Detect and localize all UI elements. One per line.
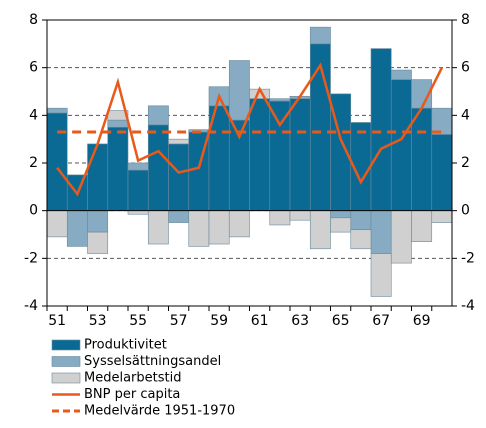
x-tick-label: 65 [332,313,350,329]
bar [127,162,149,171]
y-tick-label: -2 [24,250,38,266]
bar [309,26,331,45]
bar [46,107,68,114]
bar [228,60,250,121]
bar [411,210,433,242]
bar [87,231,109,254]
y-tick-label: 8 [29,12,38,28]
legend-label: Produktivitet [84,338,167,353]
bar [147,124,169,211]
bar [168,138,190,145]
bar [107,126,129,211]
bar [87,143,109,211]
y2-tick-label: -4 [461,298,475,314]
bar [431,210,453,223]
legend-swatch [51,372,81,384]
bar [269,100,291,211]
y2-tick-label: 2 [461,155,470,171]
legend-swatch [51,339,81,351]
bar [46,112,68,211]
bar [127,169,149,211]
x-tick-label: 51 [48,313,66,329]
bar [390,69,412,80]
legend-swatch [51,356,81,367]
bar [208,210,230,245]
bar [147,210,169,245]
bar [249,98,271,211]
bar [66,210,88,247]
bar [370,48,392,211]
bar [370,210,392,254]
bar [127,210,149,215]
legend-label: BNP per capita [84,387,180,402]
bar [330,217,352,233]
x-tick-label: 59 [210,313,228,329]
legend-label: Medelvärde 1951-1970 [84,404,235,419]
y2-tick-label: 0 [461,203,470,219]
line [56,62,443,197]
bar [411,107,433,211]
bar [350,229,372,250]
y2-tick-label: -2 [461,250,475,266]
bar [168,210,190,223]
bar [228,210,250,238]
x-tick-label: 63 [291,313,309,329]
bar [46,210,68,238]
x-tick-label: 69 [413,313,431,329]
bar [431,134,453,211]
bar [289,98,311,211]
x-tick-label: 67 [372,313,390,329]
y-tick-label: 6 [29,60,38,76]
bar [168,143,190,211]
bar [188,210,210,247]
x-tick-label: 55 [129,313,147,329]
bar [390,210,412,264]
x-tick-label: 53 [89,313,107,329]
bar [390,79,412,211]
y2-tick-label: 8 [461,12,470,28]
y-tick-label: -4 [24,298,38,314]
bar [431,107,453,135]
bar [330,210,352,219]
bar [87,210,109,233]
bar [370,253,392,297]
legend-label: Medelarbetstid [84,371,181,386]
bar [107,119,129,128]
x-tick-label: 61 [251,313,269,329]
x-tick-label: 57 [170,313,188,329]
bar [147,105,169,126]
bar [269,98,291,102]
legend-label: Sysselsättningsandel [84,354,221,369]
bar [269,210,291,226]
y-tick-label: 2 [29,155,38,171]
bar [350,210,372,231]
y-tick-label: 0 [29,203,38,219]
y2-tick-label: 6 [461,60,470,76]
y2-tick-label: 4 [461,107,470,123]
y-tick-label: 4 [29,107,38,123]
bar [309,210,331,250]
bar [289,210,311,221]
